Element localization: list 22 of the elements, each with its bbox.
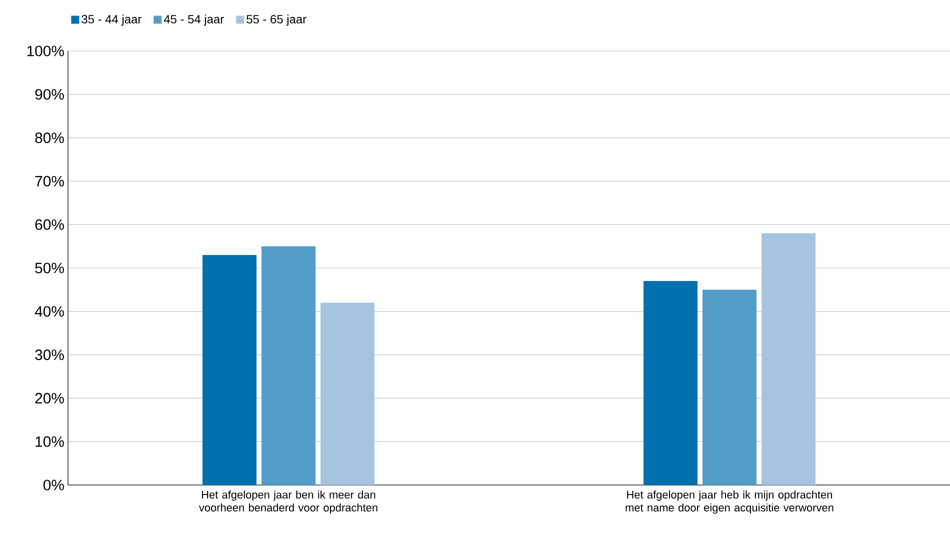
y-tick-label: 90%: [35, 89, 64, 100]
bar: [320, 302, 375, 485]
bar: [644, 281, 698, 485]
y-tick-label: 60%: [35, 219, 64, 230]
bar: [702, 290, 757, 485]
legend-label: 55 - 65 jaar: [246, 14, 306, 26]
y-tick-label: 70%: [35, 176, 64, 186]
bar: [202, 254, 257, 485]
x-tick-label: Het afgelopen jaar ben ik meer dan voorheen benaderd voor opdrachten: [198, 490, 378, 514]
y-tick-label: 0%: [43, 480, 64, 490]
y-tick-label: 100%: [27, 46, 64, 56]
y-tick-label: 80%: [35, 132, 64, 144]
y-tick-label: 40%: [34, 306, 64, 317]
y-tick-label: 10%: [36, 436, 64, 447]
y-tick-label: 50%: [35, 262, 64, 274]
legend-label: 35 - 44 jaar: [82, 14, 142, 26]
legend-label: 45 - 54 jaar: [164, 14, 224, 26]
y-tick-label: 30%: [35, 350, 64, 360]
y-tick-label: 20%: [35, 392, 64, 404]
bar: [262, 246, 316, 485]
bar: [762, 233, 816, 485]
x-tick-label: Het afgelopen jaar heb ik mijn opdrachten met name door eigen acquisitie verworven: [626, 490, 834, 514]
